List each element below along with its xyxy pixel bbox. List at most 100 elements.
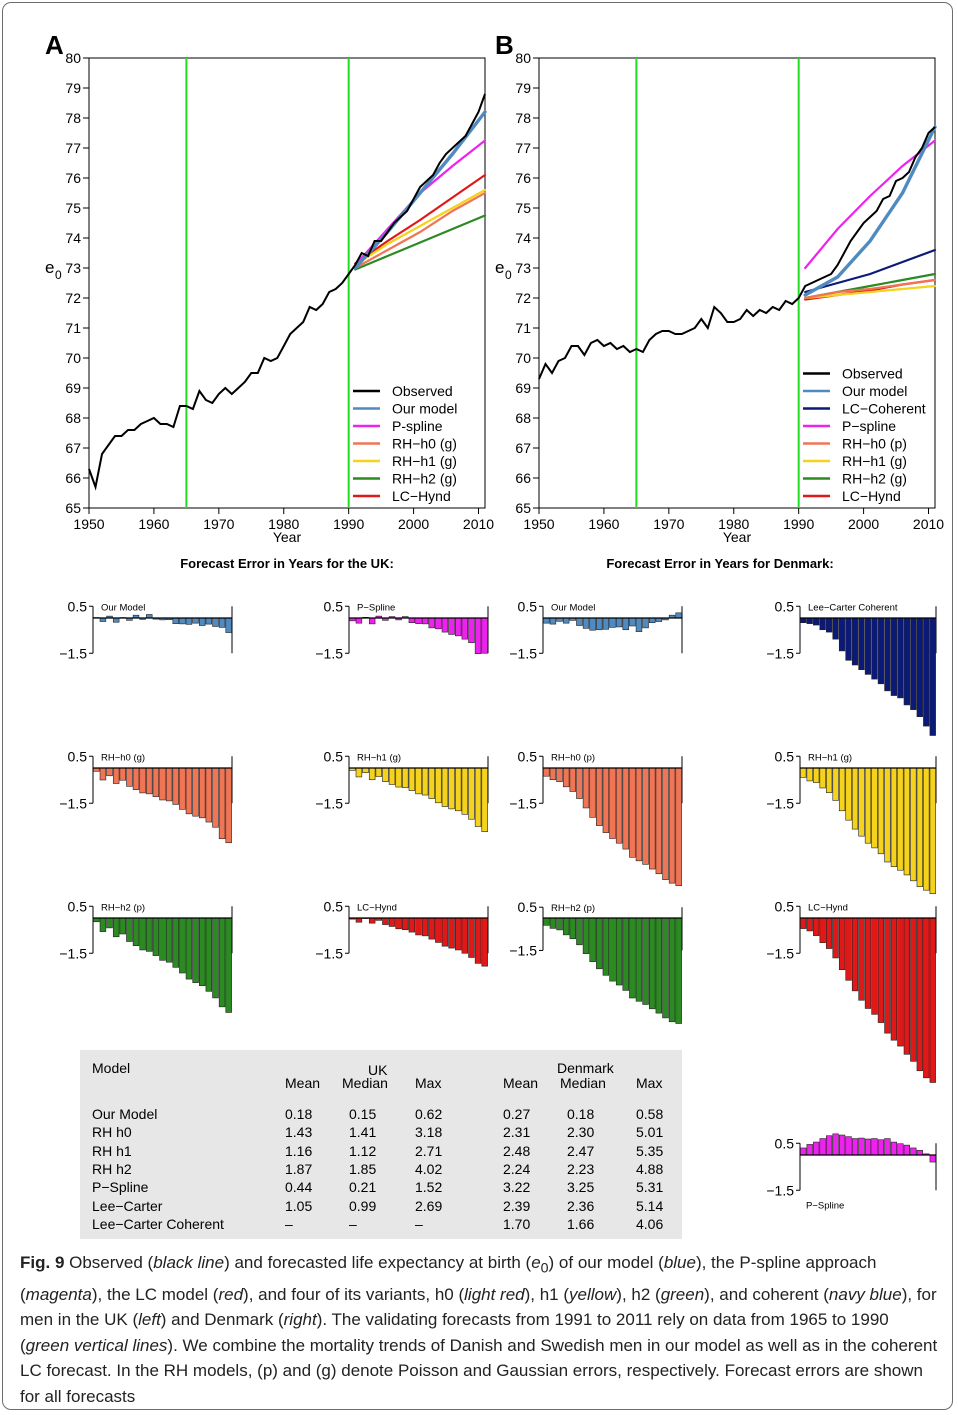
error-bar <box>192 917 199 983</box>
error-bar <box>199 767 206 819</box>
caption-text: Observed ( <box>64 1253 154 1272</box>
error-bar <box>910 917 917 1062</box>
error-bar <box>402 767 409 789</box>
error-bar <box>388 767 396 785</box>
error-bar <box>455 917 462 951</box>
x-tick-label: 1970 <box>203 516 234 532</box>
y-tick-label: 75 <box>515 200 531 216</box>
error-bar <box>662 917 669 1019</box>
bar-y-tick-label: −1.5 <box>509 942 537 958</box>
bar-y-tick-label: −1.5 <box>315 645 343 661</box>
error-bar <box>675 612 682 619</box>
caption-text: ) and forecasted life expectancy at birt… <box>224 1253 532 1272</box>
error-bar <box>556 917 563 931</box>
error-bar <box>218 767 226 840</box>
table-cell-dk-mean: 2.39 <box>503 1197 531 1214</box>
error-bar <box>897 917 904 1047</box>
table-cell-uk-max: 3.18 <box>415 1124 443 1141</box>
bar-y-tick-label: 0.5 <box>518 899 538 915</box>
error-bar <box>543 917 550 926</box>
table-cell-uk-max: 2.69 <box>415 1197 443 1214</box>
error-bar <box>402 917 409 931</box>
error-bar <box>871 1138 878 1156</box>
table-cell-dk-median: 2.30 <box>567 1124 595 1141</box>
error-bar <box>596 617 603 631</box>
error-bar <box>615 617 623 628</box>
legend-label: RH−h1 (g) <box>392 453 457 469</box>
table-cell-dk-max: 5.14 <box>636 1197 664 1214</box>
error-bar <box>582 767 590 809</box>
error-bar <box>903 617 910 706</box>
bar-panel-label: LC−Hynd <box>808 902 848 913</box>
error-bar <box>675 917 682 1024</box>
error-bar <box>576 767 583 799</box>
error-bar <box>838 917 846 971</box>
error-bar <box>455 617 462 637</box>
error-bar <box>543 767 550 777</box>
error-bar <box>916 767 923 887</box>
x-tick-label: 1980 <box>268 516 299 532</box>
table-cell-model: P−Spline <box>92 1179 149 1196</box>
caption-italic: navy blue <box>828 1284 902 1304</box>
y-tick-label: 67 <box>515 440 531 456</box>
y-tick-label: 74 <box>65 230 81 246</box>
legend-label: Observed <box>392 383 453 399</box>
table-cell-dk-median: 3.25 <box>567 1179 595 1196</box>
bar-y-tick-label: −1.5 <box>766 1182 794 1198</box>
bar-y-tick-label: 0.5 <box>518 748 538 764</box>
error-bar <box>871 617 878 680</box>
error-bar <box>858 767 865 837</box>
table-cell-uk-median: 1.12 <box>349 1142 377 1159</box>
error-bar <box>421 917 429 937</box>
table-cell-uk-median: 0.99 <box>349 1197 377 1214</box>
y-tick-label: 78 <box>65 110 81 126</box>
table-cell-dk-mean: 2.31 <box>503 1124 531 1141</box>
caption-text: ). We combine the mortality trends of Da… <box>20 1335 938 1406</box>
error-bar <box>481 617 488 654</box>
table-header-uk-mean: Mean <box>285 1075 321 1091</box>
error-bar <box>929 617 936 736</box>
error-bar <box>884 617 891 692</box>
y-tick-label: 65 <box>65 500 81 516</box>
error-bar <box>929 767 936 895</box>
error-bar <box>368 917 376 924</box>
error-bar <box>408 917 416 933</box>
error-bar <box>635 617 643 632</box>
x-axis-label: Year <box>723 529 752 545</box>
error-bar <box>549 767 557 781</box>
error-bar <box>368 617 376 625</box>
error-bar <box>845 1136 852 1156</box>
bar-panel-label: Our Model <box>101 602 145 613</box>
error-bar <box>655 917 663 1014</box>
error-bar <box>838 617 846 652</box>
y-tick-label: 78 <box>515 110 531 126</box>
error-bar <box>858 917 865 1001</box>
error-bar <box>916 917 923 1072</box>
error-bar <box>481 767 488 832</box>
error-bar <box>205 617 213 625</box>
series-line <box>353 110 487 270</box>
error-bar <box>172 617 179 624</box>
error-bar <box>199 917 206 986</box>
bar-panel-label: RH−h1 (g) <box>357 752 401 763</box>
error-bar <box>468 917 475 958</box>
bar-y-tick-label: 0.5 <box>324 598 344 614</box>
table-cell-dk-max: 4.06 <box>636 1215 664 1232</box>
table-cell-dk-median: 2.23 <box>567 1160 595 1177</box>
error-bar <box>609 767 616 839</box>
y-tick-label: 71 <box>65 320 81 336</box>
error-bar <box>415 767 422 795</box>
y-tick-label: 72 <box>515 290 531 306</box>
table-cell-uk-median: 0.21 <box>349 1179 377 1196</box>
error-bar <box>562 617 570 624</box>
error-bar <box>929 917 936 1083</box>
table-cell-uk-max: 2.71 <box>415 1142 443 1159</box>
bar-y-tick-label: −1.5 <box>509 795 537 811</box>
error-bar <box>864 767 872 844</box>
error-bar <box>549 917 557 929</box>
error-bar <box>362 767 369 773</box>
error-bar <box>819 1138 826 1156</box>
error-bar <box>877 767 885 855</box>
table-cell-model: Lee−Carter <box>92 1197 163 1214</box>
error-bar <box>877 1139 885 1156</box>
